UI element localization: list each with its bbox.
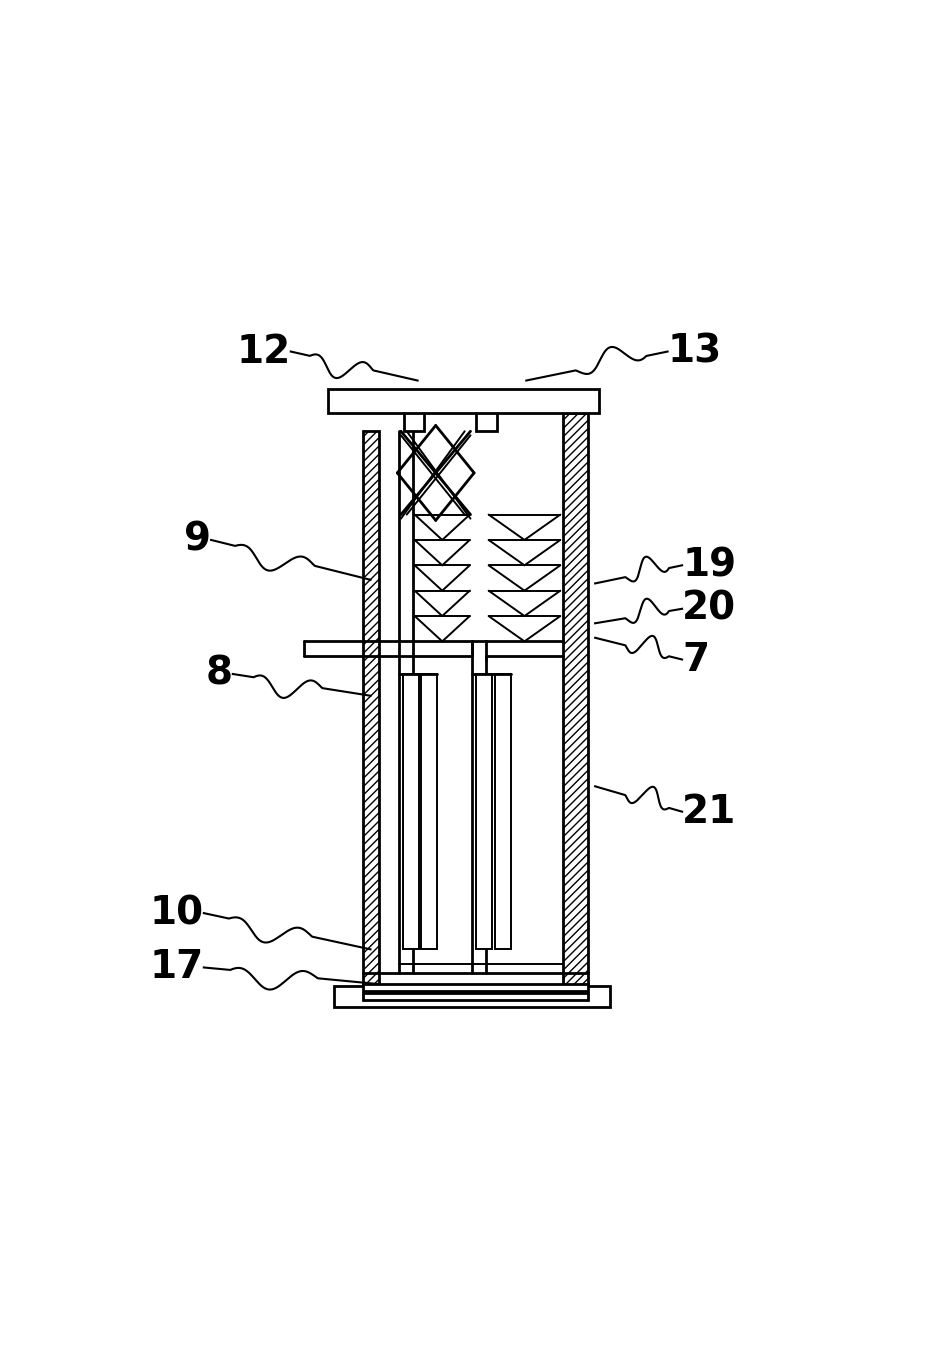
- Bar: [403, 674, 419, 950]
- Text: 9: 9: [184, 521, 211, 558]
- Text: 17: 17: [150, 948, 204, 986]
- Bar: [335, 986, 610, 1008]
- Text: 12: 12: [237, 333, 291, 371]
- Text: 7: 7: [683, 641, 710, 679]
- Bar: [364, 432, 380, 986]
- Bar: [421, 674, 438, 950]
- Bar: [404, 397, 424, 432]
- Bar: [476, 397, 496, 432]
- Bar: [563, 413, 588, 986]
- Bar: [328, 390, 598, 413]
- Bar: [476, 674, 492, 950]
- Text: 21: 21: [683, 793, 737, 831]
- Bar: [364, 993, 588, 1000]
- Bar: [496, 674, 511, 950]
- Text: 19: 19: [683, 546, 736, 584]
- Text: 13: 13: [668, 333, 722, 371]
- Bar: [364, 985, 588, 992]
- Text: 8: 8: [206, 656, 233, 693]
- Text: 20: 20: [683, 590, 736, 627]
- Text: 10: 10: [150, 894, 204, 932]
